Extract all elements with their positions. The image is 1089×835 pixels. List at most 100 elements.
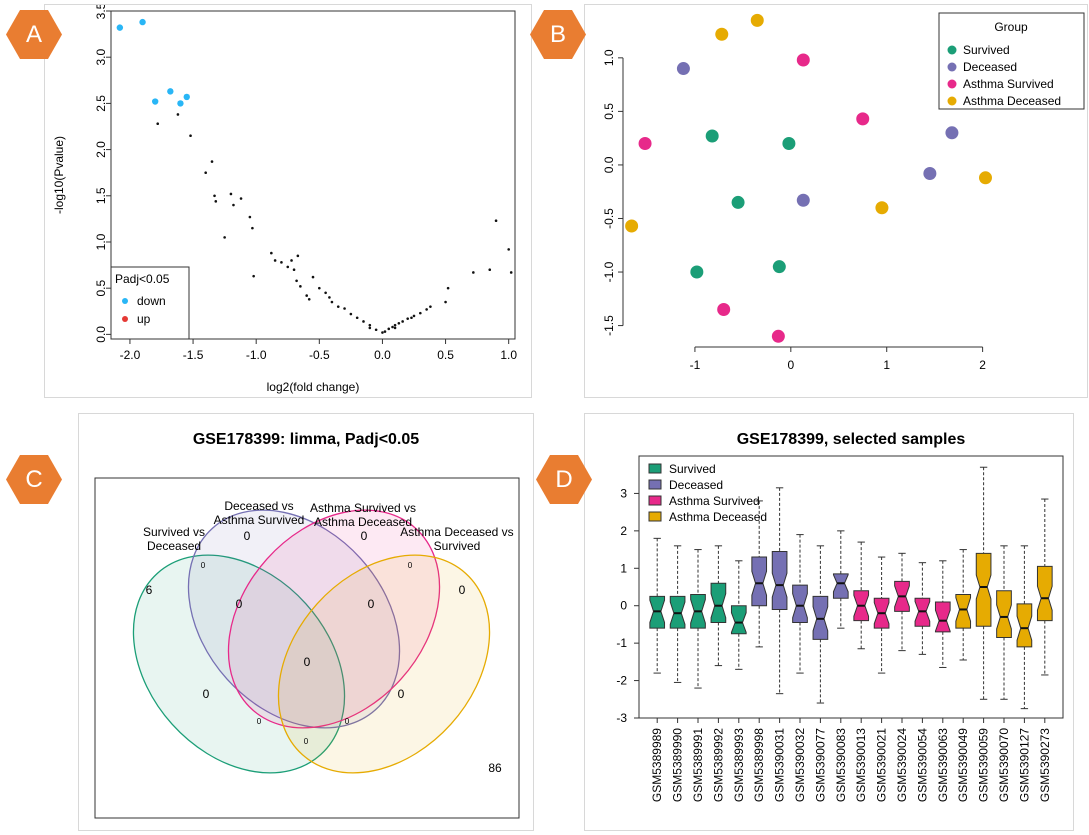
data-point [328,296,331,299]
data-point [419,311,422,315]
x-tick-label: 0.5 [437,348,454,362]
pca-point [731,195,745,209]
data-point [446,286,450,290]
x-tick-label: GSM5390054 [915,728,929,802]
x-tick-label: GSM5390070 [997,728,1011,802]
x-tick-label: GSM5389998 [752,728,766,802]
venn-set-label: Asthma Deceased vs [400,525,513,539]
data-point-down [183,93,190,101]
data-point [401,320,404,323]
data-point [368,323,372,327]
legend-label: down [137,294,166,308]
x-tick-label: GSM5389993 [732,728,746,802]
venn-frame [94,477,520,819]
x-tick-label: 2 [979,358,986,372]
x-tick-label: GSM5390063 [936,728,950,802]
badge-a-label: A [25,20,42,48]
venn-region-count: 0 [345,717,350,726]
x-tick-label: 0.0 [374,348,391,362]
data-point-down [151,98,159,105]
y-tick-label: 1 [620,561,627,575]
data-point [509,271,513,274]
x-tick-label: GSM5390021 [875,728,889,802]
volcano-plot: -2.0 -1.5 -1.0 -0.5 0.0 0.5 1.0 0.0 0.5 1.0 1.5 2.0… [52,2,517,394]
x-tick-label: GSM5390032 [793,728,807,802]
venn-region-count: 0 [398,687,405,701]
venn-set-label: Asthma Deceased [314,515,412,529]
data-point [251,226,254,230]
x-axis-label: log2(fold change) [267,380,360,394]
legend-marker [648,511,662,522]
venn-set-label: Deceased [147,539,201,553]
box [730,605,747,635]
venn-region-count: 6 [146,583,153,597]
panel-b: -1 0 1 2 1.0 0.5 0.0 -0.5 -1.0 -1.5 Group Survived D… [584,4,1088,398]
y-tick-label: 1.5 [94,187,108,204]
x-tick-label: GSM5390059 [977,728,991,802]
x-tick-label: GSM5390083 [834,728,848,802]
data-point [343,307,346,310]
venn-set-ellipse [187,509,401,729]
legend-marker [947,62,957,72]
venn-region-count: 0 [304,737,309,746]
data-point [336,305,340,308]
legend-label: Asthma Survived [669,494,760,508]
x-tick-label: 0 [787,358,794,372]
y-tick-label: -1.0 [602,261,616,282]
venn-region-count: 0 [361,529,368,543]
data-point [318,286,321,290]
pca-point [978,171,992,185]
x-tick-label: 1 [883,358,890,372]
pca-point [782,137,796,151]
box [955,593,972,629]
y-tick-label: 2.0 [94,141,108,158]
venn-region-count: 0 [203,687,210,701]
data-point [362,320,365,323]
y-tick-label: 1.0 [602,49,616,66]
data-point [204,171,207,174]
y-tick-label: 0.0 [602,156,616,173]
data-point [387,327,391,331]
venn-set-label: Asthma Survived [214,513,305,527]
legend-label: Asthma Survived [963,77,1054,91]
badge-c-label: C [25,465,43,493]
data-point [488,268,492,272]
legend-marker [122,316,128,322]
data-point [273,259,277,262]
venn-set-ellipse [132,554,346,774]
data-point [210,160,214,163]
data-point [507,248,510,251]
box [832,573,849,599]
venn-region-count: 0 [244,529,251,543]
y-tick-label: 3.5 [94,5,108,19]
plot-frame [638,455,1064,719]
data-point [381,331,384,334]
data-point [295,279,298,283]
x-tick-label: GSM5390127 [1017,728,1031,802]
data-point [252,274,255,278]
venn-set-label: Survived vs [143,525,205,539]
panel-a: -2.0 -1.5 -1.0 -0.5 0.0 0.5 1.0 0.0 0.5 1.0 1.5 2.0… [44,2,532,398]
x-tick-label: 1.0 [500,348,517,362]
y-tick-label: 0.0 [94,326,108,343]
data-point [324,291,327,295]
box [771,550,788,610]
data-point [280,261,283,264]
data-point [374,328,378,332]
data-point [355,316,359,320]
y-tick-label: -2 [616,674,627,688]
box [1016,603,1033,648]
data-point [214,200,218,203]
data-point [307,297,311,301]
data-point-down [139,18,146,26]
data-point [391,325,394,329]
venn-set-label: Survived [434,539,481,553]
venn-region-count: 0 [459,583,466,597]
y-tick-label: 3 [620,486,627,500]
pca-point [796,53,810,67]
data-point [330,300,334,304]
data-point [305,294,308,297]
data-point [397,321,401,325]
data-point [223,236,226,239]
pca-point [875,201,889,215]
